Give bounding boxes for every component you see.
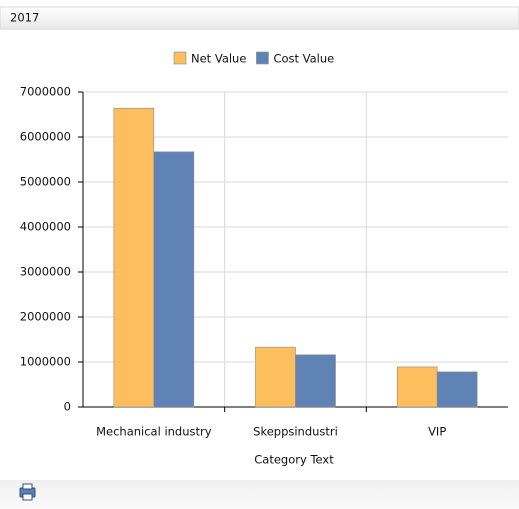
legend-label: Cost Value [273, 52, 334, 66]
bar [436, 371, 478, 408]
y-tick-label: 3000000 [20, 265, 71, 279]
bar [113, 107, 155, 408]
header-title: 2017 [10, 11, 39, 25]
y-tick-label: 5000000 [20, 175, 71, 189]
bar [295, 354, 336, 408]
x-axis-title: Category Text [254, 453, 334, 467]
bar [255, 346, 296, 408]
y-tick-label: 2000000 [20, 310, 71, 324]
x-tick-label: Skeppsindustri [253, 425, 338, 439]
header-bar [0, 6, 519, 30]
x-tick-label: VIP [428, 425, 446, 439]
legend-swatch [173, 51, 187, 65]
y-tick-label: 1000000 [20, 355, 71, 369]
legend-swatch [256, 51, 269, 65]
y-tick-label: 6000000 [20, 130, 71, 144]
footer-bar [0, 480, 519, 509]
x-tick-label: Mechanical industry [96, 425, 212, 439]
print-icon[interactable] [19, 483, 36, 501]
bar [153, 151, 195, 408]
bar [396, 366, 438, 408]
y-tick-label: 0 [64, 400, 71, 414]
y-tick-label: 7000000 [20, 85, 71, 99]
y-tick-label: 4000000 [20, 220, 71, 234]
legend-label: Net Value [191, 52, 246, 66]
